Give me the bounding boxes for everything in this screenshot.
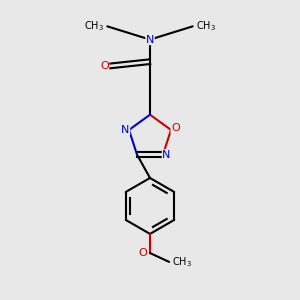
Text: O: O (171, 124, 180, 134)
Text: N: N (121, 125, 130, 135)
Text: O: O (100, 61, 109, 71)
Text: N: N (162, 150, 171, 160)
Text: CH$_3$: CH$_3$ (172, 255, 192, 269)
Text: CH$_3$: CH$_3$ (84, 20, 104, 33)
Text: CH$_3$: CH$_3$ (196, 20, 216, 33)
Text: N: N (146, 34, 154, 45)
Text: O: O (138, 248, 147, 258)
